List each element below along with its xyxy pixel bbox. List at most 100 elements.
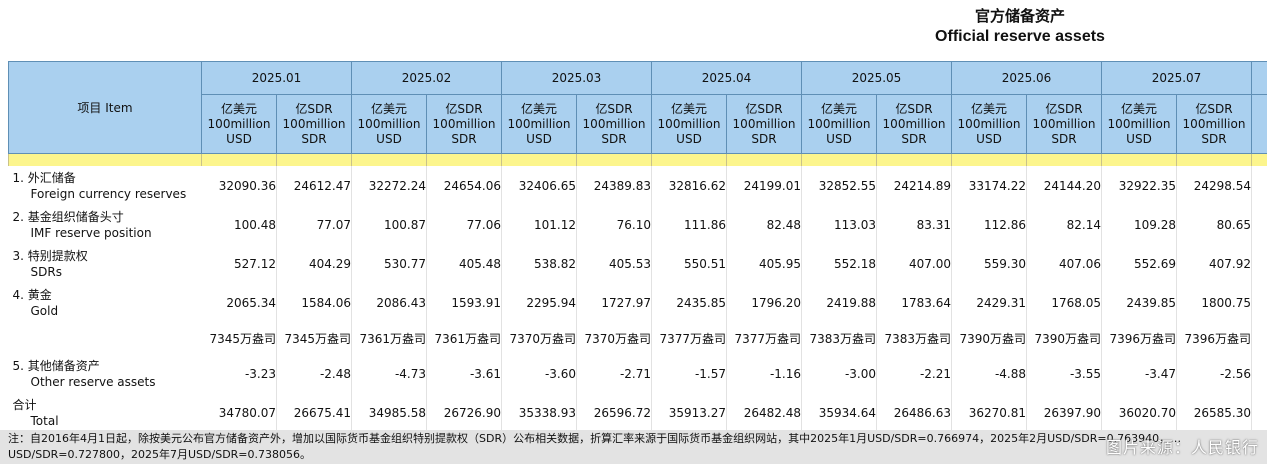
value-cell: -3.47 [1101, 354, 1177, 393]
value-cell: 109.28 [1101, 205, 1177, 244]
unit-line: 亿SDR [295, 101, 333, 116]
value-cell: 7390万盎司 [951, 322, 1027, 354]
row-label: 合计 Total [9, 393, 202, 432]
unit-header-usd: 亿美元 100million USD [651, 94, 727, 154]
value-cell: 24654.06 [426, 166, 502, 205]
row-label-en: Gold [30, 303, 59, 318]
value-cell: 77.06 [426, 205, 502, 244]
value-cell: 32406.65 [501, 166, 577, 205]
value-cell: 32090.36 [201, 166, 277, 205]
unit-line: 100million [732, 116, 796, 131]
value-cell: 527.12 [201, 244, 277, 283]
value-cell: 33174.22 [951, 166, 1027, 205]
value-cell: -3.23 [201, 354, 277, 393]
value-cell: 35338.93 [501, 393, 577, 432]
value-cell: 1727.97 [576, 283, 652, 322]
table-row: 合计 Total 34780.07 26675.41 34985.58 26726.90 3… [9, 393, 1267, 432]
unit-line: 亿SDR [595, 101, 633, 116]
row-label: 1. 外汇储备 Foreign currency reserves [9, 166, 202, 205]
month-header: 2025.03 [501, 61, 652, 95]
unit-line: 100million [1032, 116, 1096, 131]
value-cell: 82.14 [1026, 205, 1102, 244]
value-cell: 7361万盎司 [351, 322, 427, 354]
value-cell: 36270.81 [951, 393, 1027, 432]
cut-column [1251, 322, 1267, 354]
cut-column [1251, 205, 1267, 244]
value-cell: 2295.94 [501, 283, 577, 322]
value-cell: 404.29 [276, 244, 352, 283]
value-cell: 7396万盎司 [1176, 322, 1252, 354]
unit-line: 亿SDR [895, 101, 933, 116]
value-cell: -2.71 [576, 354, 652, 393]
month-header: 2025.07 [1101, 61, 1252, 95]
unit-header-sdr: 亿SDR 100million SDR [426, 94, 502, 154]
value-cell: -4.88 [951, 354, 1027, 393]
value-cell: 32816.62 [651, 166, 727, 205]
cut-column [1251, 393, 1267, 432]
month-header: 2025.02 [351, 61, 502, 95]
value-cell: 2435.85 [651, 283, 727, 322]
month-header: 2025.05 [801, 61, 952, 95]
unit-line: 亿美元 [670, 101, 707, 116]
value-cell: 407.00 [876, 244, 952, 283]
header-row-units: 亿美元 100million USD 亿SDR 100million SDR 亿美元 100m… [9, 94, 1267, 154]
value-cell: 32922.35 [1101, 166, 1177, 205]
row-label-en: Total [30, 413, 59, 428]
value-cell: 2065.34 [201, 283, 277, 322]
unit-line: SDR [301, 131, 327, 146]
unit-line: 100million [1107, 116, 1171, 131]
unit-header-usd: 亿美元 100million USD [801, 94, 877, 154]
value-cell: 26486.63 [876, 393, 952, 432]
footer-note-bar: 注：自2016年4月1日起，除按美元公布官方储备资产外，增加以国际货币基金组织特… [0, 430, 1267, 464]
row-label-cn: 3. 特别提款权 [12, 248, 88, 263]
value-cell: 26585.30 [1176, 393, 1252, 432]
unit-line: 100million [957, 116, 1021, 131]
value-cell: 112.86 [951, 205, 1027, 244]
reserve-table: 项目 Item 2025.01 2025.02 2025.03 2025.04 2025.… [8, 61, 1267, 432]
row-label [9, 322, 202, 354]
row-label-en: IMF reserve position [30, 225, 152, 240]
value-cell: 7361万盎司 [426, 322, 502, 354]
item-column-header: 项目 Item [8, 61, 202, 154]
unit-header-sdr: 亿SDR 100million SDR [1176, 94, 1252, 154]
value-cell: -1.57 [651, 354, 727, 393]
value-cell: 35913.27 [651, 393, 727, 432]
value-cell: 2419.88 [801, 283, 877, 322]
value-cell: 100.48 [201, 205, 277, 244]
unit-line: 亿美元 [1120, 101, 1157, 116]
value-cell: 7383万盎司 [876, 322, 952, 354]
value-cell: 1593.91 [426, 283, 502, 322]
unit-line: SDR [1051, 131, 1077, 146]
value-cell: 36020.70 [1101, 393, 1177, 432]
value-cell: 100.87 [351, 205, 427, 244]
month-header: 2025.06 [951, 61, 1102, 95]
value-cell: 407.06 [1026, 244, 1102, 283]
value-cell: 34985.58 [351, 393, 427, 432]
value-cell: 83.31 [876, 205, 952, 244]
value-cell: 405.48 [426, 244, 502, 283]
value-cell: 7377万盎司 [651, 322, 727, 354]
value-cell: -2.21 [876, 354, 952, 393]
unit-line: 100million [282, 116, 346, 131]
value-cell: -2.48 [276, 354, 352, 393]
unit-line: 100million [582, 116, 646, 131]
unit-line: USD [676, 131, 702, 146]
unit-line: 100million [807, 116, 871, 131]
header-row-months: 项目 Item 2025.01 2025.02 2025.03 2025.04 2025.… [8, 61, 1267, 154]
value-cell: 76.10 [576, 205, 652, 244]
unit-line: 亿美元 [820, 101, 857, 116]
table-row: 7345万盎司 7345万盎司 7361万盎司 7361万盎司 7370万盎司 7370万… [9, 322, 1267, 354]
unit-line: 100million [207, 116, 271, 131]
value-cell: 26596.72 [576, 393, 652, 432]
row-label: 5. 其他储备资产 Other reserve assets [9, 354, 202, 393]
value-cell: 2429.31 [951, 283, 1027, 322]
unit-line: 亿SDR [1045, 101, 1083, 116]
value-cell: 552.69 [1101, 244, 1177, 283]
value-cell: 552.18 [801, 244, 877, 283]
unit-line: 100million [357, 116, 421, 131]
value-cell: 32852.55 [801, 166, 877, 205]
unit-line: 亿SDR [445, 101, 483, 116]
value-cell: 559.30 [951, 244, 1027, 283]
value-cell: 82.48 [726, 205, 802, 244]
value-cell: 7383万盎司 [801, 322, 877, 354]
